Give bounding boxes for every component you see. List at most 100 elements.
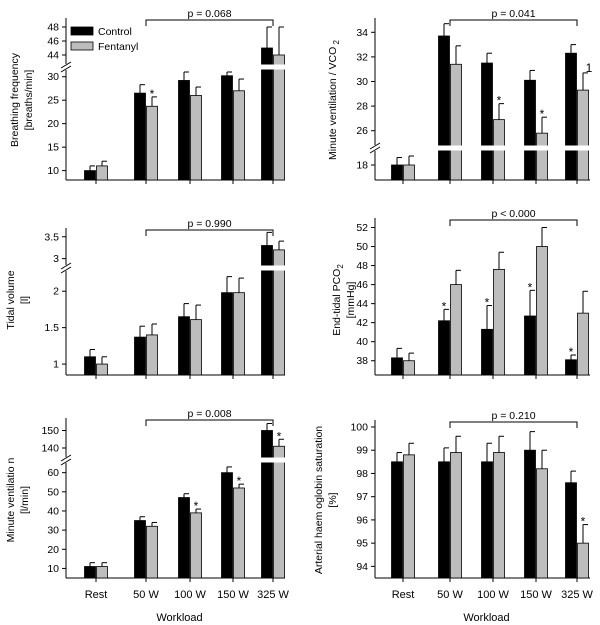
bar-control-0 <box>84 566 96 579</box>
significance-marker: * <box>150 87 155 101</box>
significance-marker: * <box>581 515 586 529</box>
x-tick-label: 325 W <box>561 589 593 601</box>
x-axis-label: Workload <box>156 612 202 624</box>
axis-break-mark <box>60 266 72 274</box>
bar-fentanyl-2 <box>493 452 505 579</box>
y-axis-label: Tidal volume <box>5 270 17 329</box>
y-tick-label: 44 <box>356 298 368 310</box>
y-tick-label: 18 <box>356 160 368 172</box>
y-tick-label: 48 <box>356 260 368 272</box>
y-axis-label-unit: [l/min] <box>19 486 31 514</box>
bar-fentanyl-0 <box>403 360 415 376</box>
y-axis-label: Arterial haem oglobin saturation <box>313 426 325 574</box>
axis-break-mask <box>60 64 72 70</box>
significance-marker: * <box>277 429 282 443</box>
y-axis-label: Minute ventilatio n <box>5 458 17 543</box>
bar-fentanyl-1 <box>146 105 158 181</box>
y-tick-label: 99 <box>356 445 368 457</box>
axis-break-mask <box>60 457 72 463</box>
bar-fentanyl-3 <box>233 90 245 181</box>
significance-marker: * <box>442 299 447 313</box>
y-axis-label-subscript: 2 <box>336 264 345 269</box>
x-tick-label: 325 W <box>257 589 289 601</box>
y-tick-label: 25 <box>47 95 59 107</box>
axis-break-mask <box>60 265 72 271</box>
significance-marker: * <box>194 499 199 513</box>
y-tick-label: 20 <box>47 544 59 556</box>
panel-arterial-saturation: 94 95 96 97 98 99 100 * p = 0.210 Arterial haem o… <box>313 410 594 624</box>
x-tick-label: Rest <box>85 589 108 601</box>
axis-break-mark <box>60 65 72 73</box>
bar-fentanyl-0 <box>96 566 108 579</box>
bar-fentanyl-1 <box>146 334 158 376</box>
bar-fentanyl-3 <box>233 292 245 376</box>
y-tick-label: 150 <box>41 425 59 437</box>
p-value-bracket <box>449 219 578 226</box>
axis-break-mask <box>369 145 381 151</box>
bar-control-1 <box>438 461 450 579</box>
p-value-label: p < 0.000 <box>491 208 535 220</box>
bar-control-0 <box>391 164 403 181</box>
significance-marker: * <box>569 345 574 359</box>
bar-control-4 <box>261 430 273 579</box>
y-tick-label: 34 <box>356 27 368 39</box>
bar-control-4 <box>565 359 577 376</box>
bar-fentanyl-1 <box>146 525 158 579</box>
x-tick-label: 150 W <box>520 589 552 601</box>
axis-break-mark <box>369 146 381 154</box>
p-value-label: p = 0.041 <box>491 8 535 20</box>
y-axis-label-unit: [mmHg] <box>345 282 357 319</box>
bar-fentanyl-0 <box>96 165 108 181</box>
y-tick-label: 10 <box>47 165 59 177</box>
axis-break-mark <box>369 142 381 150</box>
significance-marker: * <box>237 474 242 488</box>
bar-control-1 <box>438 320 450 376</box>
significance-marker: * <box>528 280 533 294</box>
bar-fentanyl-2 <box>190 95 202 181</box>
bar-fentanyl-1 <box>450 284 462 376</box>
y-tick-label: 46 <box>356 279 368 291</box>
y-tick-label: 60 <box>47 467 59 479</box>
y-tick-label: 10 <box>47 563 59 575</box>
axis-break-mark <box>60 262 72 270</box>
significance-marker: * <box>497 94 502 108</box>
bar-fentanyl-4 <box>577 89 589 181</box>
bar-control-0 <box>84 170 96 181</box>
y-tick-label: 50 <box>47 486 59 498</box>
bar-control-0 <box>391 357 403 376</box>
y-axis-label: Minute ventilation / VCO 2 <box>327 40 341 160</box>
bar-control-3 <box>221 472 233 579</box>
x-tick-label: Rest <box>392 589 415 601</box>
y-tick-label: 40 <box>47 505 59 517</box>
panel-breathing-frequency: 10 15 20 25 30 44 46 48 * p = 0.068 Breathing freq… <box>9 8 286 184</box>
bar-fentanyl-0 <box>403 164 415 181</box>
p-value-label: p = 0.210 <box>491 410 535 422</box>
bar-control-3 <box>524 79 536 181</box>
y-tick-label: 30 <box>47 71 59 83</box>
bar-fentanyl-4 <box>273 54 285 181</box>
bar-fentanyl-4 <box>273 445 285 579</box>
bar-fentanyl-0 <box>403 454 415 579</box>
bar-control-1 <box>438 35 450 181</box>
bar-fentanyl-4 <box>577 542 589 579</box>
panel-minute-ventilation-vco2: 18 26 28 30 32 34 * * 1 p = 0.041 Minute ventilati… <box>327 8 593 184</box>
axis-break-gap <box>376 145 591 151</box>
bar-fentanyl-0 <box>96 363 108 376</box>
bar-fentanyl-1 <box>450 63 462 181</box>
x-tick-label: 100 W <box>174 589 206 601</box>
legend-label-fentanyl: Fentanyl <box>98 41 138 53</box>
p-value-label: p = 0.068 <box>187 8 231 20</box>
axis-break-gap <box>67 457 286 463</box>
y-tick-label: 1 <box>53 359 59 371</box>
y-tick-label: 48 <box>47 22 59 34</box>
y-axis-label: Breathing frequency <box>9 52 21 147</box>
p-value-bracket <box>449 421 578 428</box>
legend-label-control: Control <box>98 26 132 38</box>
p-value-label: p = 0.008 <box>187 408 231 420</box>
bar-control-0 <box>84 356 96 376</box>
y-tick-label: 95 <box>356 538 368 550</box>
y-tick-label: 97 <box>356 491 368 503</box>
bar-control-4 <box>261 245 273 376</box>
p-value-bracket <box>145 229 274 236</box>
